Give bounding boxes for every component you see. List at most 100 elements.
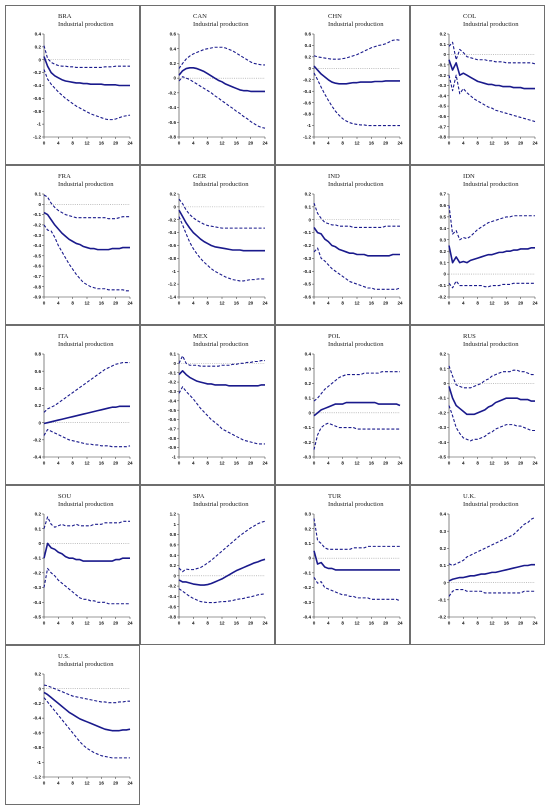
y-tick-label: 0.1	[170, 352, 177, 357]
y-tick-label: 0	[443, 381, 446, 386]
y-tick-label: 0	[308, 217, 311, 222]
y-tick-label: -0.4	[303, 89, 311, 94]
x-tick-label: 8	[71, 141, 74, 146]
y-tick-label: -1.2	[168, 282, 176, 287]
x-tick-label: 4	[57, 621, 60, 626]
y-tick-label: 0.1	[440, 563, 447, 568]
x-tick-label: 20	[248, 301, 254, 306]
series-line-response	[43, 691, 131, 732]
x-tick-label: 24	[262, 301, 268, 306]
series-line-upper	[448, 41, 536, 65]
series-line-lower	[178, 76, 266, 129]
y-tick-label: -0.8	[33, 109, 41, 114]
y-tick-label: 0	[308, 556, 311, 561]
y-tick-label: 0	[173, 204, 176, 209]
y-tick-label: -0.2	[438, 295, 446, 300]
y-tick-label: -0.8	[168, 436, 176, 441]
x-tick-label: 16	[99, 621, 105, 626]
x-tick-label: 8	[71, 781, 74, 786]
series-line-lower	[448, 280, 535, 289]
series-line-lower	[448, 405, 535, 442]
y-tick-label: -0.4	[438, 440, 446, 445]
chart-title: MEX	[193, 333, 208, 340]
x-tick-label: 20	[248, 621, 254, 626]
y-tick-label: 0.1	[305, 396, 312, 401]
y-tick-label: 0.6	[440, 203, 447, 208]
y-tick-label: 0.7	[440, 192, 447, 197]
x-tick-label: 4	[192, 301, 195, 306]
x-tick-label: 8	[206, 141, 209, 146]
y-tick-label: 0	[308, 66, 311, 71]
y-tick-label: -0.6	[303, 295, 311, 300]
y-tick-label: 0	[443, 580, 446, 585]
y-tick-label: 0.4	[170, 553, 177, 558]
x-tick-label: 8	[206, 461, 209, 466]
chart-subtitle: Industrial production	[58, 181, 114, 188]
chart-subtitle: Industrial production	[328, 21, 384, 28]
x-tick-label: 24	[127, 301, 133, 306]
chart-panel: COL Industrial production 0.2 0.1 0 -0.1 -0.2 -…	[410, 5, 545, 165]
chart-svg: 0.60.40.20-0.2-0.4-0.6-0.8-1-1.20 4 8 12 16 2…	[303, 32, 403, 146]
chart-svg: 0.20.10-0.1-0.2-0.3-0.4-0.50 4 8 12 16 20 24	[438, 352, 538, 466]
y-tick-label: -0.4	[33, 600, 41, 605]
x-tick-label: 4	[462, 301, 465, 306]
y-tick-label: 0.1	[305, 204, 312, 209]
series-line-response	[313, 65, 400, 85]
x-tick-label: 24	[532, 141, 538, 146]
x-tick-label: 16	[99, 461, 105, 466]
x-tick-label: 16	[234, 141, 240, 146]
x-tick-label: 8	[206, 621, 209, 626]
y-tick-label: -1	[172, 455, 177, 460]
chart-svg: 0.60.40.20-0.2-0.4-0.6-0.80 4 8 12 16 20 24	[168, 32, 268, 146]
chart-panel: TUR Industrial production 0.3 0.2 0.1 0 -0.1 -0…	[275, 485, 410, 645]
chart-subtitle: Industrial production	[463, 341, 519, 348]
y-tick-label: -0.2	[168, 90, 176, 95]
y-tick-label: -0.2	[438, 410, 446, 415]
x-tick-label: 24	[397, 141, 403, 146]
y-tick-label: -0.4	[33, 455, 41, 460]
chart-svg: 1.210.80.60.40.20-0.2-0.4-0.6-0.80 4 8 12 16…	[168, 512, 268, 626]
y-tick-label: 0.2	[305, 54, 312, 59]
chart-title: TUR	[328, 493, 342, 500]
y-tick-label: 0.4	[440, 512, 447, 517]
series-line-upper	[43, 516, 130, 529]
x-tick-label: 16	[504, 301, 510, 306]
chart-title: IDN	[463, 173, 475, 180]
series-line-upper	[43, 194, 130, 220]
x-tick-label: 12	[489, 621, 495, 626]
series-line-upper	[313, 518, 400, 550]
x-tick-label: 24	[397, 301, 403, 306]
series-line-upper	[43, 684, 130, 704]
x-tick-label: 12	[219, 141, 225, 146]
series-line-lower	[448, 588, 535, 597]
y-tick-label: -0.1	[168, 370, 176, 375]
chart-panel: IND Industrial production 0.2 0.1 0 -0.1 -0.2 -…	[275, 165, 410, 325]
y-tick-label: 0.1	[35, 526, 42, 531]
y-tick-label: -0.3	[438, 425, 446, 430]
y-tick-label: -0.3	[303, 600, 311, 605]
x-tick-label: 24	[397, 621, 403, 626]
series-line-lower	[313, 422, 400, 450]
x-tick-label: 12	[84, 141, 90, 146]
x-tick-label: 12	[354, 141, 360, 146]
x-tick-label: 4	[192, 141, 195, 146]
y-tick-label: -0.2	[438, 615, 446, 620]
y-tick-label: 0	[38, 420, 41, 425]
chart-title: FRA	[58, 173, 71, 180]
y-tick-label: 0.4	[305, 352, 312, 357]
x-tick-label: 4	[57, 781, 60, 786]
x-tick-label: 8	[341, 301, 344, 306]
y-tick-label: 0.2	[305, 192, 312, 197]
y-tick-label: -0.6	[168, 604, 176, 609]
series-line-response	[313, 401, 401, 417]
y-tick-label: -0.1	[303, 570, 311, 575]
series-line-lower	[313, 247, 401, 290]
y-tick-label: -0.2	[303, 77, 311, 82]
x-tick-label: 4	[462, 461, 465, 466]
series-line-lower	[178, 216, 265, 282]
y-tick-label: -0.1	[303, 425, 311, 430]
y-tick-label: -0.2	[33, 437, 41, 442]
chart-title: BRA	[58, 13, 72, 20]
x-tick-label: 12	[84, 621, 90, 626]
y-tick-label: 0.1	[440, 260, 447, 265]
